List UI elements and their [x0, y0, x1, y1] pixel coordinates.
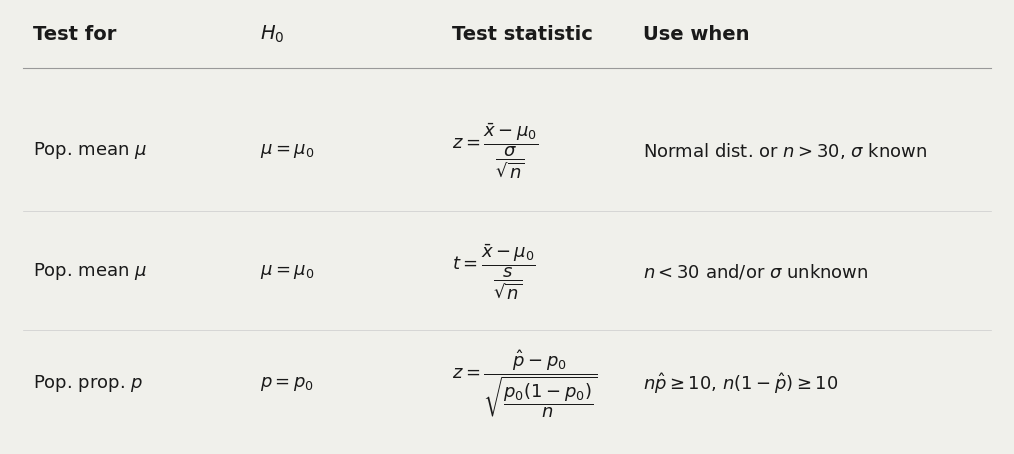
Text: Test for: Test for	[33, 25, 117, 44]
Text: Test statistic: Test statistic	[451, 25, 592, 44]
Text: $\mu = \mu_0$: $\mu = \mu_0$	[260, 142, 314, 160]
Text: $\mu = \mu_0$: $\mu = \mu_0$	[260, 263, 314, 281]
Text: $t = \dfrac{\bar{x} - \mu_0}{\dfrac{s}{\sqrt{n}}}$: $t = \dfrac{\bar{x} - \mu_0}{\dfrac{s}{\…	[451, 243, 535, 301]
Text: $z = \dfrac{\bar{x} - \mu_0}{\dfrac{\sigma}{\sqrt{n}}}$: $z = \dfrac{\bar{x} - \mu_0}{\dfrac{\sig…	[451, 122, 537, 180]
Text: Use when: Use when	[643, 25, 749, 44]
Text: Normal dist. or $n > 30$, $\sigma$ known: Normal dist. or $n > 30$, $\sigma$ known	[643, 141, 927, 161]
Text: $p = p_0$: $p = p_0$	[260, 375, 314, 393]
Text: $n\hat{p} \geq 10$, $n(1 - \hat{p}) \geq 10$: $n\hat{p} \geq 10$, $n(1 - \hat{p}) \geq…	[643, 371, 839, 396]
Text: $z = \dfrac{\hat{p} - p_0}{\sqrt{\dfrac{p_0(1-p_0)}{n}}}$: $z = \dfrac{\hat{p} - p_0}{\sqrt{\dfrac{…	[451, 349, 597, 419]
Text: Pop. prop. $p$: Pop. prop. $p$	[33, 374, 143, 395]
Text: Pop. mean $\mu$: Pop. mean $\mu$	[33, 262, 147, 282]
Text: $n < 30$ and/or $\sigma$ unknown: $n < 30$ and/or $\sigma$ unknown	[643, 262, 869, 281]
Text: $H_0$: $H_0$	[260, 24, 284, 45]
Text: Pop. mean $\mu$: Pop. mean $\mu$	[33, 140, 147, 161]
